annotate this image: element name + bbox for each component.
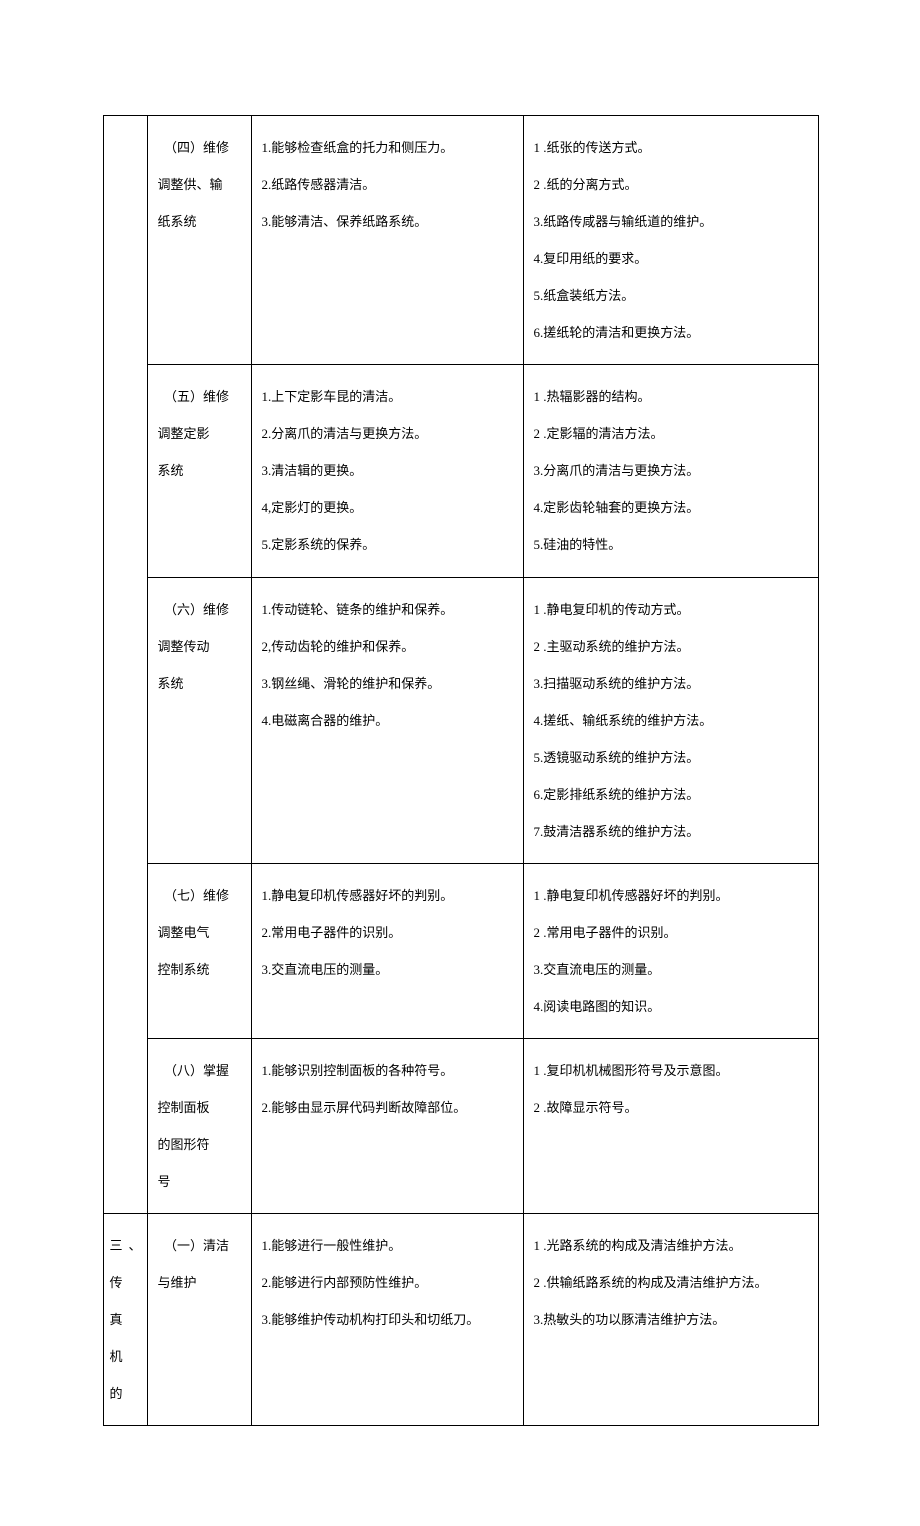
- subcategory-text: （一）清洁: [158, 1227, 243, 1264]
- subcategory-cell: （六）维修调整传动系统: [147, 577, 251, 863]
- skill-text: 3.交直流电压的测量。: [262, 951, 515, 988]
- subcategory-text: 与维护: [158, 1264, 243, 1301]
- knowledge-cell: 1 .静电复印机传感器好坏的判别。2 .常用电子器件的识别。3.交直流电压的测量…: [523, 863, 818, 1038]
- subcategory-cell: （四）维修调整供、输纸系统: [147, 116, 251, 365]
- knowledge-text: 5.透镜驱动系统的维护方法。: [534, 739, 810, 776]
- skill-cell: 1.上下定影车昆的清洁。2.分离爪的清洁与更换方法。3.清洁辑的更换。4,定影灯…: [251, 365, 523, 577]
- skill-text: 1.能够检查纸盒的托力和侧压力。: [262, 129, 515, 166]
- skill-text: 2.常用电子器件的识别。: [262, 914, 515, 951]
- knowledge-text: 3.分离爪的清洁与更换方法。: [534, 452, 810, 489]
- subcategory-text: 调整供、输: [158, 166, 243, 203]
- knowledge-cell: 1 .静电复印机的传动方式。2 .主驱动系统的维护方法。3.扫描驱动系统的维护方…: [523, 577, 818, 863]
- skill-text: 2.能够进行内部预防性维护。: [262, 1264, 515, 1301]
- subcategory-text: （六）维修: [158, 591, 243, 628]
- skill-text: 2.分离爪的清洁与更换方法。: [262, 415, 515, 452]
- knowledge-text: 2 .主驱动系统的维护方法。: [534, 628, 810, 665]
- table-row: （五）维修调整定影系统1.上下定影车昆的清洁。2.分离爪的清洁与更换方法。3.清…: [103, 365, 818, 577]
- skill-cell: 1.能够识别控制面板的各种符号。2.能够由显示屏代码判断故障部位。: [251, 1039, 523, 1214]
- table-row: （八）掌握控制面板的图形符号1.能够识别控制面板的各种符号。2.能够由显示屏代码…: [103, 1039, 818, 1214]
- knowledge-cell: 1 .热辐影器的结构。2 .定影辐的清洁方法。3.分离爪的清洁与更换方法。4.定…: [523, 365, 818, 577]
- skill-text: 2,传动齿轮的维护和保养。: [262, 628, 515, 665]
- knowledge-text: 5.硅油的特性。: [534, 526, 810, 563]
- subcategory-text: 控制系统: [158, 951, 243, 988]
- knowledge-text: 1 .纸张的传送方式。: [534, 129, 810, 166]
- subcategory-cell: （七）维修调整电气控制系统: [147, 863, 251, 1038]
- subcategory-text: （五）维修: [158, 378, 243, 415]
- skill-text: 1.传动链轮、链条的维护和保养。: [262, 591, 515, 628]
- knowledge-cell: 1 .复印机机械图形符号及示意图。2 .故障显示符号。: [523, 1039, 818, 1214]
- category-cell: 三、传真机的: [103, 1214, 147, 1426]
- skill-cell: 1.能够检查纸盒的托力和侧压力。2.纸路传感器清洁。3.能够清洁、保养纸路系统。: [251, 116, 523, 365]
- skill-text: 2.能够由显示屏代码判断故障部位。: [262, 1089, 515, 1126]
- skill-text: 3.能够维护传动机构打印头和切纸刀。: [262, 1301, 515, 1338]
- skill-text: 4.电磁离合器的维护。: [262, 702, 515, 739]
- knowledge-text: 3.热敏头的功以豚清洁维护方法。: [534, 1301, 810, 1338]
- skill-text: 1.静电复印机传感器好坏的判别。: [262, 877, 515, 914]
- skill-text: 4,定影灯的更换。: [262, 489, 515, 526]
- subcategory-text: 系统: [158, 452, 243, 489]
- subcategory-text: 调整传动: [158, 628, 243, 665]
- knowledge-text: 4.阅读电路图的知识。: [534, 988, 810, 1025]
- spec-table: （四）维修调整供、输纸系统1.能够检查纸盒的托力和侧压力。2.纸路传感器清洁。3…: [103, 115, 819, 1426]
- knowledge-text: 5.纸盒装纸方法。: [534, 277, 810, 314]
- subcategory-text: （七）维修: [158, 877, 243, 914]
- knowledge-text: 4.搓纸、输纸系统的维护方法。: [534, 702, 810, 739]
- knowledge-text: 2 .故障显示符号。: [534, 1089, 810, 1126]
- subcategory-text: 的图形符: [158, 1126, 243, 1163]
- subcategory-text: 调整定影: [158, 415, 243, 452]
- knowledge-text: 7.鼓清洁器系统的维护方法。: [534, 813, 810, 850]
- knowledge-text: 2 .供输纸路系统的构成及清洁维护方法。: [534, 1264, 810, 1301]
- knowledge-text: 1 .热辐影器的结构。: [534, 378, 810, 415]
- knowledge-text: 3.交直流电压的测量。: [534, 951, 810, 988]
- skill-text: 2.纸路传感器清洁。: [262, 166, 515, 203]
- skill-text: 3.能够清洁、保养纸路系统。: [262, 203, 515, 240]
- category-text: 传真: [110, 1264, 143, 1338]
- knowledge-text: 1 .静电复印机传感器好坏的判别。: [534, 877, 810, 914]
- subcategory-cell: （五）维修调整定影系统: [147, 365, 251, 577]
- knowledge-text: 3.扫描驱动系统的维护方法。: [534, 665, 810, 702]
- table-row: （七）维修调整电气控制系统1.静电复印机传感器好坏的判别。2.常用电子器件的识别…: [103, 863, 818, 1038]
- knowledge-text: 2 .纸的分离方式。: [534, 166, 810, 203]
- table-row: （四）维修调整供、输纸系统1.能够检查纸盒的托力和侧压力。2.纸路传感器清洁。3…: [103, 116, 818, 365]
- skill-text: 3.钢丝绳、滑轮的维护和保养。: [262, 665, 515, 702]
- knowledge-text: 4.定影齿轮轴套的更换方法。: [534, 489, 810, 526]
- knowledge-cell: 1 .光路系统的构成及清洁维护方法。2 .供输纸路系统的构成及清洁维护方法。3.…: [523, 1214, 818, 1426]
- subcategory-text: （八）掌握: [158, 1052, 243, 1089]
- knowledge-text: 6.搓纸轮的清洁和更换方法。: [534, 314, 810, 351]
- subcategory-text: 调整电气: [158, 914, 243, 951]
- subcategory-text: 号: [158, 1163, 243, 1200]
- knowledge-text: 2 .常用电子器件的识别。: [534, 914, 810, 951]
- skill-text: 1.能够进行一般性维护。: [262, 1227, 515, 1264]
- table-row: （六）维修调整传动系统1.传动链轮、链条的维护和保养。2,传动齿轮的维护和保养。…: [103, 577, 818, 863]
- subcategory-cell: （八）掌握控制面板的图形符号: [147, 1039, 251, 1214]
- table-row: 三、传真机的 （一）清洁与维护1.能够进行一般性维护。2.能够进行内部预防性维护…: [103, 1214, 818, 1426]
- knowledge-text: 1 .光路系统的构成及清洁维护方法。: [534, 1227, 810, 1264]
- knowledge-text: 1 .静电复印机的传动方式。: [534, 591, 810, 628]
- knowledge-text: 2 .定影辐的清洁方法。: [534, 415, 810, 452]
- category-text: 三、: [110, 1227, 143, 1264]
- subcategory-text: 纸系统: [158, 203, 243, 240]
- skill-text: 3.清洁辑的更换。: [262, 452, 515, 489]
- subcategory-text: 系统: [158, 665, 243, 702]
- knowledge-text: 1 .复印机机械图形符号及示意图。: [534, 1052, 810, 1089]
- document-page: （四）维修调整供、输纸系统1.能够检查纸盒的托力和侧压力。2.纸路传感器清洁。3…: [103, 115, 818, 1426]
- skill-text: 1.上下定影车昆的清洁。: [262, 378, 515, 415]
- subcategory-text: 控制面板: [158, 1089, 243, 1126]
- knowledge-cell: 1 .纸张的传送方式。2 .纸的分离方式。3.纸路传咸器与输纸道的维护。4.复印…: [523, 116, 818, 365]
- subcategory-text: （四）维修: [158, 129, 243, 166]
- skill-cell: 1.能够进行一般性维护。2.能够进行内部预防性维护。3.能够维护传动机构打印头和…: [251, 1214, 523, 1426]
- category-text: 机的: [110, 1338, 143, 1412]
- skill-text: 5.定影系统的保养。: [262, 526, 515, 563]
- subcategory-cell: （一）清洁与维护: [147, 1214, 251, 1426]
- skill-text: 1.能够识别控制面板的各种符号。: [262, 1052, 515, 1089]
- knowledge-text: 4.复印用纸的要求。: [534, 240, 810, 277]
- skill-cell: 1.静电复印机传感器好坏的判别。2.常用电子器件的识别。3.交直流电压的测量。: [251, 863, 523, 1038]
- knowledge-text: 3.纸路传咸器与输纸道的维护。: [534, 203, 810, 240]
- knowledge-text: 6.定影排纸系统的维护方法。: [534, 776, 810, 813]
- skill-cell: 1.传动链轮、链条的维护和保养。2,传动齿轮的维护和保养。3.钢丝绳、滑轮的维护…: [251, 577, 523, 863]
- category-cell: [103, 116, 147, 1214]
